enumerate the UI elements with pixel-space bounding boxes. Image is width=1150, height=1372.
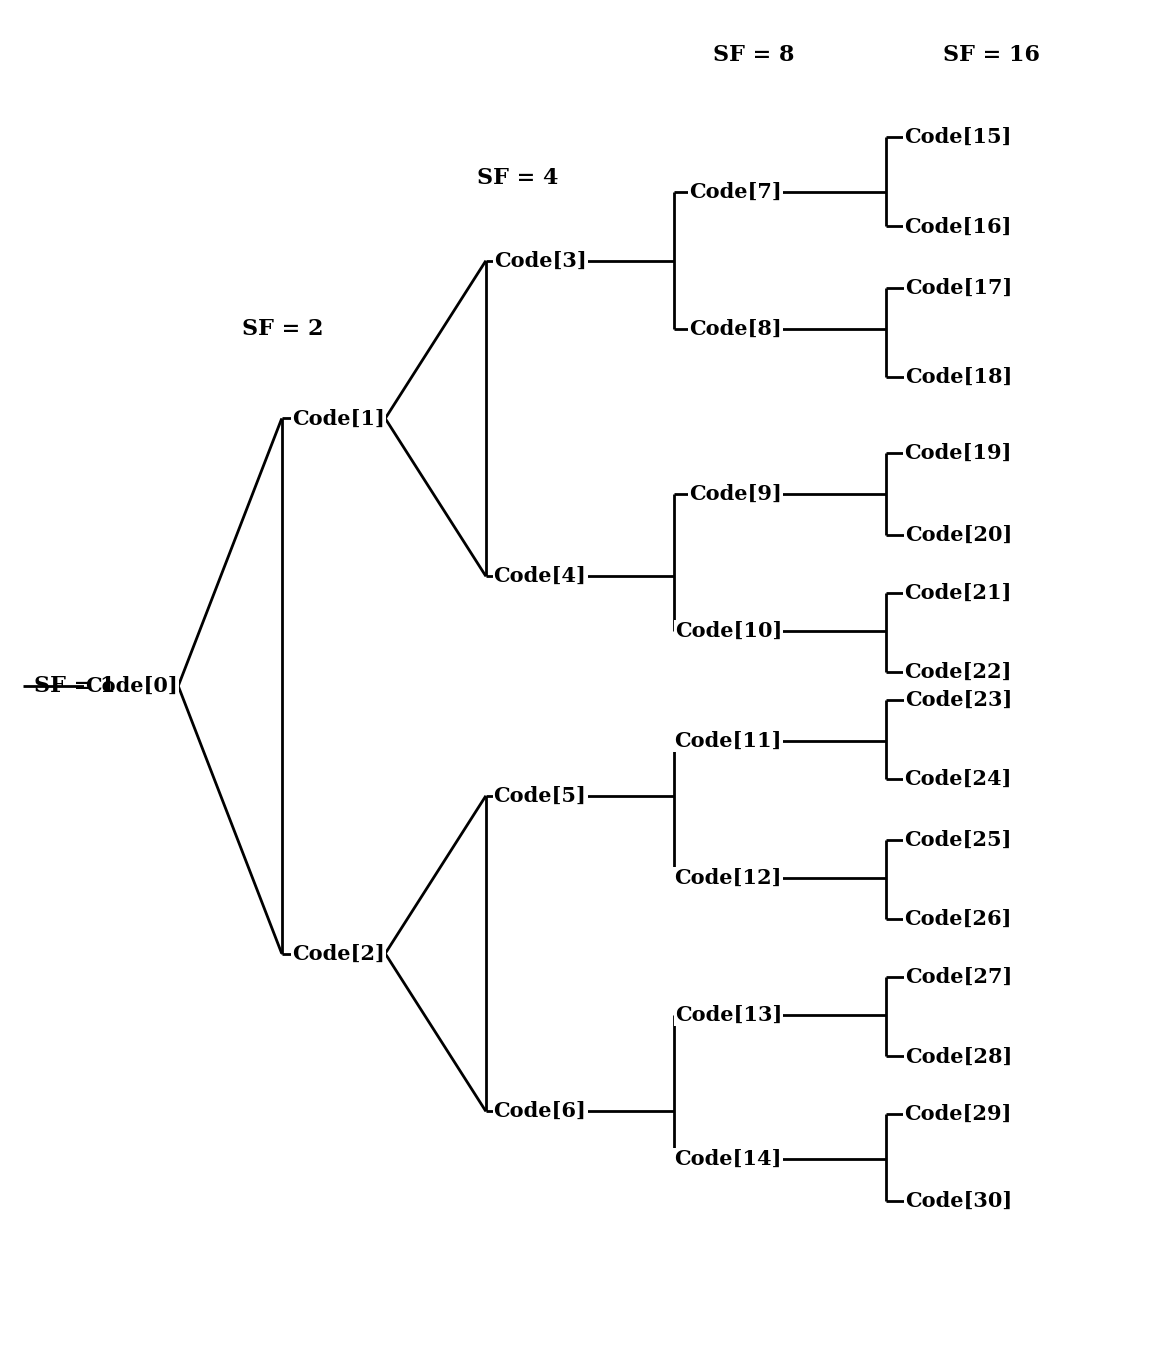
Text: SF = 2: SF = 2 [242, 318, 323, 340]
Text: Code[26]: Code[26] [905, 910, 1012, 929]
Text: SF = 1: SF = 1 [34, 675, 116, 697]
Text: Code[14]: Code[14] [675, 1150, 782, 1169]
Text: Code[8]: Code[8] [689, 320, 782, 339]
Text: Code[16]: Code[16] [905, 217, 1012, 236]
Text: Code[25]: Code[25] [905, 830, 1012, 849]
Text: Code[19]: Code[19] [905, 443, 1012, 462]
Text: Code[29]: Code[29] [905, 1104, 1012, 1124]
Text: Code[17]: Code[17] [905, 279, 1012, 298]
Text: Code[7]: Code[7] [689, 182, 782, 202]
Text: Code[18]: Code[18] [905, 368, 1012, 387]
Text: SF = 16: SF = 16 [943, 44, 1040, 66]
Text: Code[10]: Code[10] [675, 622, 782, 641]
Text: Code[5]: Code[5] [493, 786, 586, 805]
Text: Code[2]: Code[2] [292, 944, 385, 963]
Text: Code[23]: Code[23] [905, 690, 1012, 709]
Text: Code[27]: Code[27] [905, 967, 1012, 986]
Text: Code[12]: Code[12] [675, 868, 782, 888]
Text: SF = 8: SF = 8 [713, 44, 795, 66]
Text: Code[11]: Code[11] [675, 731, 782, 750]
Text: SF = 4: SF = 4 [477, 167, 559, 189]
Text: Code[0]: Code[0] [85, 676, 178, 696]
Text: Code[6]: Code[6] [493, 1102, 586, 1121]
Text: Code[28]: Code[28] [905, 1047, 1012, 1066]
Text: Code[13]: Code[13] [675, 1006, 782, 1025]
Text: Code[4]: Code[4] [493, 567, 586, 586]
Text: Code[24]: Code[24] [905, 770, 1012, 789]
Text: Code[1]: Code[1] [292, 409, 385, 428]
Text: Code[15]: Code[15] [905, 128, 1012, 147]
Text: Code[9]: Code[9] [689, 484, 782, 504]
Text: Code[20]: Code[20] [905, 525, 1012, 545]
Text: Code[22]: Code[22] [905, 663, 1012, 682]
Text: Code[3]: Code[3] [493, 251, 586, 270]
Text: Code[21]: Code[21] [905, 583, 1012, 602]
Text: Code[30]: Code[30] [905, 1191, 1012, 1210]
